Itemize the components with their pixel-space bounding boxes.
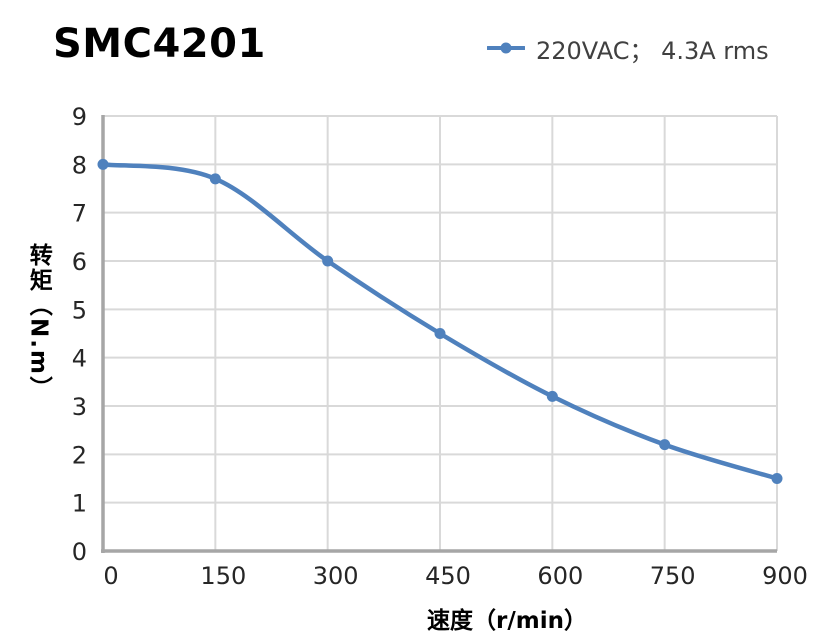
series-line-marker-icon [487,40,525,56]
y-tick-label: 4 [72,345,87,373]
y-tick-label: 0 [72,538,87,566]
x-tick-label: 750 [650,562,696,590]
y-tick-label: 5 [72,296,87,324]
data-point-marker [209,173,221,185]
chart-title: SMC4201 [53,21,266,67]
y-tick-label: 3 [72,393,87,421]
y-tick-label: 8 [72,151,87,179]
x-tick-label: 900 [762,562,808,590]
legend: 220VAC； 4.3A rms [487,33,769,65]
data-point-marker [97,158,109,170]
x-tick-label: 600 [537,562,583,590]
legend-label: 220VAC； 4.3A rms [536,36,769,65]
data-point-marker [434,328,446,339]
y-tick-label: 7 [72,200,87,228]
x-tick-label: 150 [200,562,246,590]
data-point-marker [659,439,671,451]
y-tick-label: 6 [72,248,87,276]
data-point-marker [546,390,558,402]
y-tick-label: 2 [72,441,87,469]
x-tick-label: 0 [103,562,118,590]
y-axis-title: 转矩（N.m） [25,243,52,401]
data-point-marker [771,473,783,484]
y-tick-label: 9 [72,103,87,131]
y-tick-label: 1 [72,490,87,518]
x-axis-title: 速度（r/min） [427,608,587,634]
data-point-marker [322,255,334,267]
x-tick-label: 300 [313,562,359,590]
x-tick-label: 450 [425,562,471,590]
